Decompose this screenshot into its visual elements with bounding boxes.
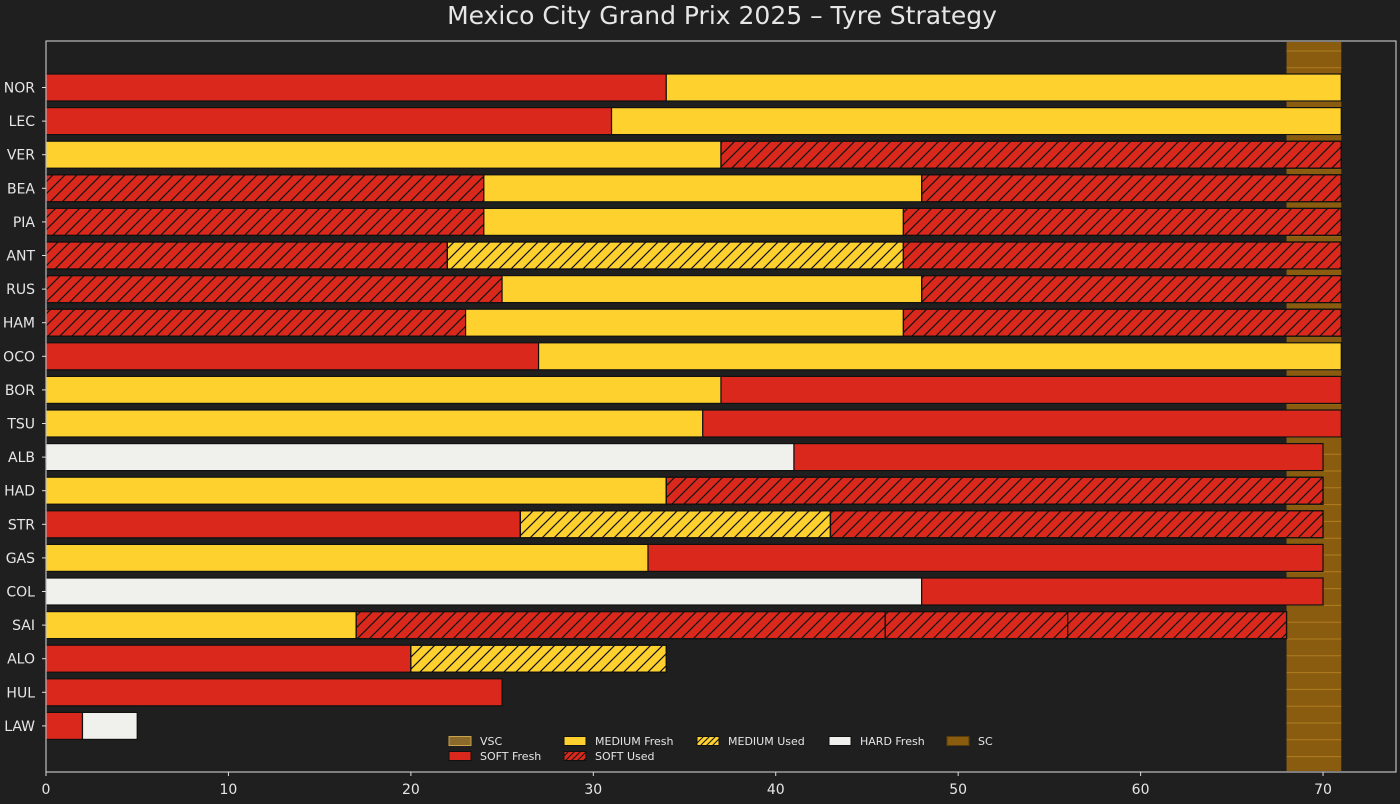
stint-tsu-medium-fresh	[45, 409, 704, 438]
x-tick-label: 60	[1132, 782, 1150, 798]
legend-label: SOFT Used	[595, 750, 655, 763]
stint-oco-medium-fresh	[537, 342, 1342, 371]
y-tick-label: BEA	[7, 181, 35, 197]
legend-swatch-medium-fresh	[563, 736, 587, 746]
legend-label: MEDIUM Used	[728, 735, 805, 748]
stint-bea-soft-used-hatch	[921, 174, 1342, 203]
y-tick-label: LAW	[4, 719, 35, 735]
y-tick-label: OCO	[3, 349, 35, 365]
stint-ant-soft-used-hatch	[902, 241, 1342, 270]
y-tick-label: HUL	[6, 685, 35, 701]
stint-oco-soft-fresh	[45, 342, 540, 371]
y-tick-label: VER	[7, 148, 35, 164]
legend-swatch-medium-used-hatch	[696, 736, 720, 746]
y-tick-label: ALB	[8, 450, 35, 466]
y-tick-label: RUS	[6, 282, 35, 298]
stint-pia-medium-fresh	[483, 207, 905, 236]
y-tick-label: SAI	[12, 618, 35, 634]
stint-gas-medium-fresh	[45, 543, 649, 573]
stint-gas-soft-fresh	[647, 543, 1324, 573]
y-tick-label: HAM	[3, 316, 35, 332]
stint-alo-medium-used-hatch	[410, 644, 667, 673]
legend: VSC SOFT Fresh MEDIUM Fresh SOFT Used MEDIUM…	[448, 735, 993, 763]
stint-lec-soft-fresh	[45, 106, 613, 136]
legend-swatch-soft-fresh	[448, 751, 472, 761]
stint-sai-soft-used-hatch	[884, 610, 1069, 640]
plot-area: NOR LEC VER BEA PIA ANT RUS HAM OCO BOR TSU ALB HAD S…	[3, 40, 1397, 798]
stint-rus-soft-used-hatch	[45, 275, 503, 304]
stint-had-soft-used-hatch	[665, 476, 1324, 505]
y-tick-label: NOR	[4, 81, 35, 97]
stint-pia-soft-used-hatch	[902, 207, 1342, 236]
x-tick-label: 20	[402, 782, 420, 798]
y-tick-label: ALO	[7, 652, 35, 668]
x-tick-label: 0	[42, 782, 51, 798]
x-tick-label: 30	[584, 782, 602, 798]
stint-pia-soft-used-hatch	[45, 207, 485, 236]
axes-frame	[45, 40, 1397, 773]
legend-label: SC	[978, 735, 993, 748]
stint-tsu-soft-fresh	[702, 409, 1342, 438]
stint-law-soft-fresh	[45, 711, 84, 741]
x-tick-label: 10	[220, 782, 238, 798]
stint-bea-soft-used-hatch	[45, 174, 485, 203]
legend-swatch-soft-used-hatch	[563, 751, 587, 761]
x-tick-label: 50	[949, 782, 967, 798]
y-tick-label: COL	[6, 585, 35, 601]
stint-sai-medium-fresh	[45, 610, 357, 640]
stint-bor-medium-fresh	[45, 375, 722, 404]
stint-alb-hard-fresh	[45, 443, 795, 472]
stint-hul-soft-fresh	[45, 678, 503, 707]
x-tick-label: 70	[1314, 782, 1332, 798]
stint-lec-medium-fresh	[610, 106, 1342, 136]
y-tick-label: PIA	[13, 215, 36, 231]
stint-ham-soft-used-hatch	[902, 308, 1342, 337]
stint-ant-soft-used-hatch	[45, 241, 448, 270]
legend-label: SOFT Fresh	[480, 750, 541, 763]
stint-alb-soft-fresh	[793, 443, 1324, 472]
stint-bor-soft-fresh	[720, 375, 1342, 404]
stint-alo-soft-fresh	[45, 644, 412, 673]
stint-rus-medium-fresh	[501, 275, 923, 304]
y-tick-label: TSU	[6, 417, 35, 433]
y-tick-label: STR	[8, 517, 35, 533]
stint-col-hard-fresh	[45, 577, 923, 606]
legend-label: MEDIUM Fresh	[595, 735, 674, 748]
stint-ver-soft-used-hatch	[720, 140, 1342, 169]
stint-ver-medium-fresh	[45, 140, 722, 169]
legend-label: HARD Fresh	[860, 735, 925, 748]
y-tick-label: BOR	[5, 383, 35, 399]
stint-bea-medium-fresh	[483, 174, 923, 203]
y-tick-label: ANT	[6, 249, 35, 265]
stint-sai-soft-used-hatch	[355, 610, 886, 640]
stint-ham-medium-fresh	[464, 308, 905, 337]
stint-rus-soft-used-hatch	[921, 275, 1342, 304]
stint-had-medium-fresh	[45, 476, 667, 505]
stint-nor-medium-fresh	[665, 73, 1342, 102]
legend-label: VSC	[480, 735, 503, 748]
x-tick-label: 40	[767, 782, 785, 798]
stint-sai-soft-used-hatch	[1067, 610, 1288, 640]
stint-str-medium-used-hatch	[519, 510, 832, 539]
stint-ham-soft-used-hatch	[45, 308, 467, 337]
stint-str-soft-used-hatch	[829, 510, 1324, 539]
stint-law-hard-fresh	[81, 711, 138, 741]
legend-swatch-vsc	[448, 736, 472, 746]
stint-ant-medium-used-hatch	[446, 241, 905, 270]
stint-nor-soft-fresh	[45, 73, 667, 102]
y-tick-label: LEC	[9, 114, 36, 130]
legend-swatch-sc	[946, 736, 970, 746]
stint-col-soft-fresh	[921, 577, 1324, 606]
stint-str-soft-fresh	[45, 510, 521, 539]
y-tick-label: HAD	[4, 484, 35, 500]
chart-title: Mexico City Grand Prix 2025 – Tyre Strat…	[447, 1, 997, 30]
y-tick-label: GAS	[6, 551, 35, 567]
legend-swatch-hard-fresh	[828, 736, 852, 746]
